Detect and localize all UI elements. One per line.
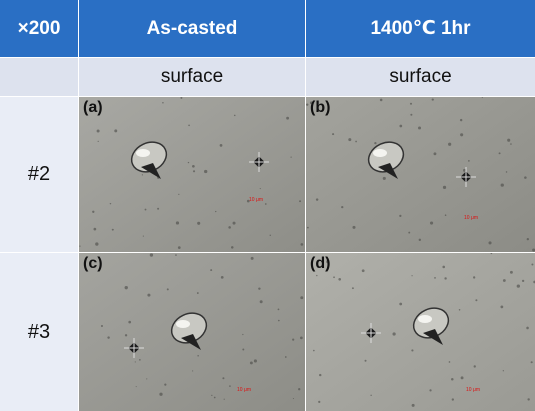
- micrograph-image: [79, 253, 305, 411]
- panel-tag: (b): [310, 99, 330, 117]
- row-label: #3: [0, 253, 78, 411]
- header-cell: As-casted: [79, 0, 305, 57]
- subheader-cell: surface: [79, 58, 305, 96]
- micrograph: (a) 10 μm: [79, 97, 305, 252]
- micrograph: (d) 10 μm: [306, 253, 535, 411]
- page: ×200 As-casted 1400℃ 1hr surface surface…: [0, 0, 535, 411]
- panel-tag: (c): [83, 255, 103, 273]
- row-label: #2: [0, 97, 78, 252]
- empty-cell: [0, 58, 78, 96]
- micrograph-image: [306, 97, 535, 252]
- header-cell: ×200: [0, 0, 78, 57]
- micrograph-image: [79, 97, 305, 252]
- micrograph: (c) 10 μm: [79, 253, 305, 411]
- header-cell: 1400℃ 1hr: [306, 0, 535, 57]
- scale-label: 10 μm: [237, 387, 251, 393]
- scale-label: 10 μm: [466, 387, 480, 393]
- panel-tag: (a): [83, 99, 103, 117]
- micrograph-image: [306, 253, 535, 411]
- panel-tag: (d): [310, 255, 330, 273]
- scale-label: 10 μm: [464, 215, 478, 221]
- subheader-cell: surface: [306, 58, 535, 96]
- micrograph: (b) 10 μm: [306, 97, 535, 252]
- scale-label: 10 μm: [249, 197, 263, 203]
